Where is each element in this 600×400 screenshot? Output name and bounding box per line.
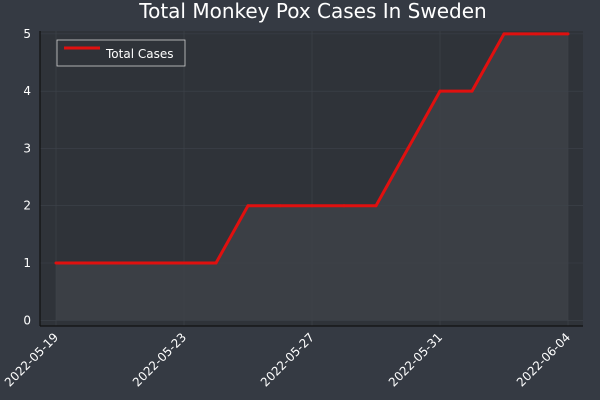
y-tick-label: 4 <box>23 84 31 98</box>
legend: Total Cases <box>56 39 186 67</box>
data-point <box>278 204 282 208</box>
chart-title: Total Monkey Pox Cases In Sweden <box>138 0 486 23</box>
y-tick-label: 5 <box>23 27 31 41</box>
legend-box <box>56 39 186 67</box>
data-point <box>342 204 346 208</box>
data-point <box>54 261 58 265</box>
data-point <box>310 204 314 208</box>
y-tick-label: 0 <box>23 313 31 327</box>
data-point <box>118 261 122 265</box>
data-point <box>470 89 474 93</box>
data-point <box>374 204 378 208</box>
x-tick-label: 2022-05-23 <box>130 330 189 389</box>
data-point <box>438 89 442 93</box>
x-tick-label: 2022-05-19 <box>2 330 61 389</box>
data-point <box>86 261 90 265</box>
x-tick-label: 2022-06-04 <box>514 330 573 389</box>
x-tick-label: 2022-05-27 <box>258 330 317 389</box>
y-tick-label: 3 <box>23 141 31 155</box>
data-point <box>406 146 410 150</box>
data-point <box>246 204 250 208</box>
y-tick-label: 2 <box>23 199 31 213</box>
data-point <box>182 261 186 265</box>
data-point <box>502 32 506 36</box>
data-point <box>214 261 218 265</box>
data-point <box>566 32 570 36</box>
legend-label: Total Cases <box>105 47 173 61</box>
x-tick-label: 2022-05-31 <box>386 330 445 389</box>
data-point <box>534 32 538 36</box>
data-point <box>150 261 154 265</box>
y-tick-label: 1 <box>23 256 31 270</box>
